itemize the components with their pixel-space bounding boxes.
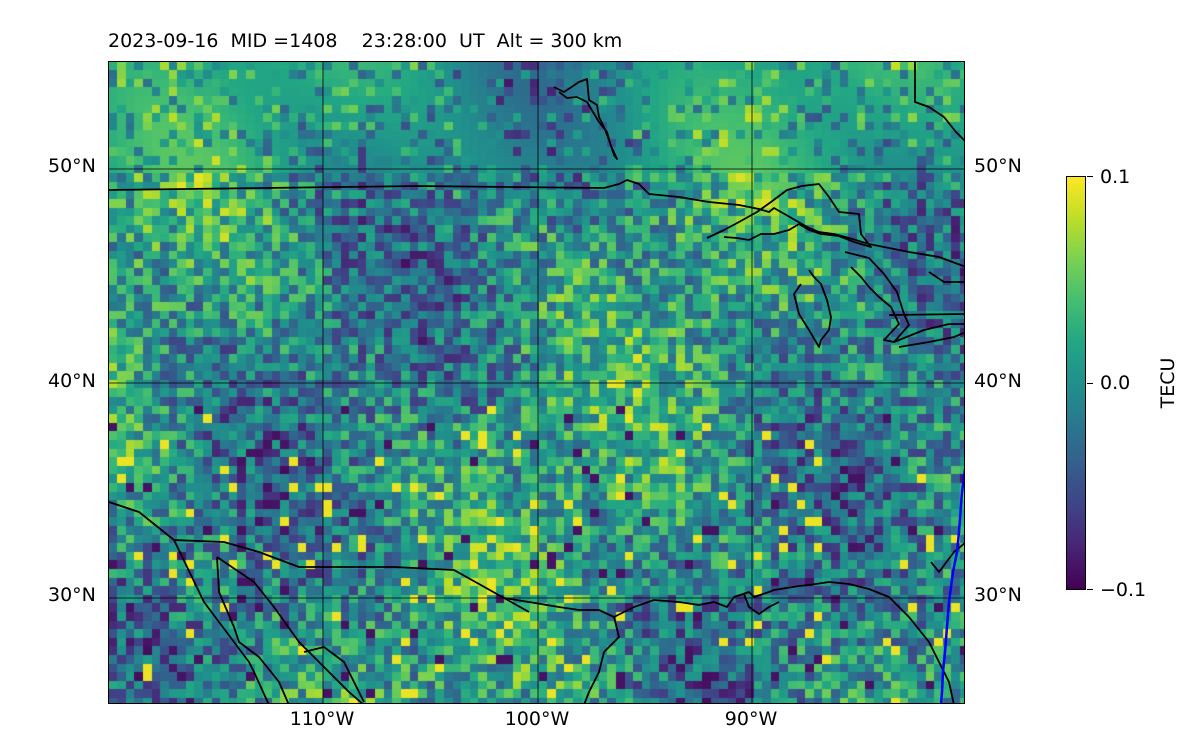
lat-label-left-50n: 50°N	[48, 155, 96, 177]
colorbar-label-max: 0.1	[1100, 166, 1131, 188]
ontario-coast	[928, 271, 964, 283]
terminator-line	[939, 467, 964, 703]
lon-label-90w: 90°W	[724, 708, 778, 730]
us-mexico-border	[109, 501, 530, 613]
lon-label-100w: 100°W	[504, 708, 570, 730]
colorbar-label-zero: 0.0	[1100, 372, 1131, 394]
us-canada-border	[109, 179, 964, 268]
mississippi-delta	[743, 593, 780, 615]
lon-label-110w: 110°W	[289, 708, 355, 730]
lake-erie	[893, 323, 964, 343]
graticule	[109, 62, 964, 703]
colorbar	[1066, 176, 1086, 590]
lat-label-left-40n: 40°N	[48, 370, 96, 392]
gulf-coast	[503, 597, 620, 703]
ny-pa-border	[888, 313, 964, 316]
colorbar-tick-min	[1087, 589, 1093, 590]
northeast-coast	[914, 62, 964, 142]
colorbar-title: TECU	[1157, 357, 1179, 409]
lat-label-right-50n: 50°N	[974, 155, 1022, 177]
lake-michigan	[793, 269, 832, 348]
sonora-coast	[303, 646, 365, 703]
colorbar-label-min: −0.1	[1100, 579, 1147, 601]
title-alt: Alt = 300 km	[496, 30, 623, 52]
us-gulf-coast	[613, 581, 955, 703]
colorbar-tick-zero	[1087, 383, 1093, 384]
colorbar-tick-max	[1087, 176, 1093, 177]
lake-huron	[844, 251, 910, 343]
gulf-of-california-west	[216, 556, 290, 703]
lat-label-right-30n: 30°N	[974, 584, 1022, 606]
title-date: 2023-09-16	[108, 30, 219, 52]
hudson-bay-coast	[553, 78, 618, 160]
plot-title: 2023-09-16 MID =1408 23:28:00 UT Alt = 3…	[108, 30, 622, 52]
title-time: 23:28:00 UT	[361, 30, 485, 52]
florida-coast	[930, 542, 964, 573]
lat-label-left-30n: 30°N	[48, 584, 96, 606]
lake-superior	[706, 183, 872, 248]
lake-ontario	[898, 331, 964, 348]
coastlines	[109, 62, 964, 703]
tec-map[interactable]	[108, 61, 965, 704]
baja-coast	[173, 539, 270, 703]
gulf-of-california-east	[216, 556, 364, 703]
title-mid: MID =1408	[230, 30, 338, 52]
lat-label-right-40n: 40°N	[974, 370, 1022, 392]
map-overlay	[109, 62, 964, 703]
